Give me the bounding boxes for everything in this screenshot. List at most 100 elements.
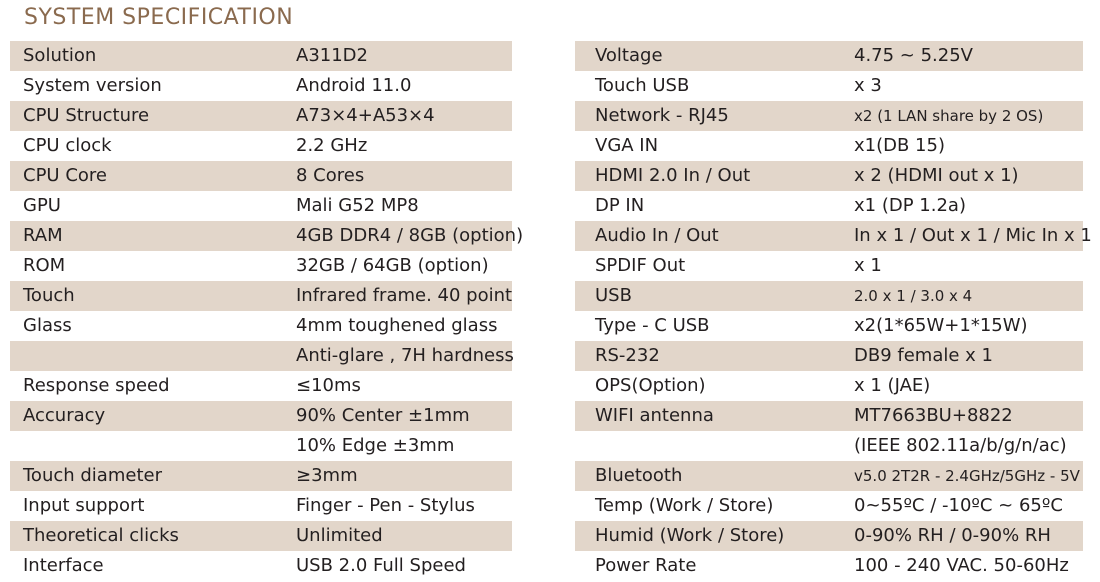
spec-row: Input support Finger - Pen - Stylus xyxy=(10,491,512,521)
spec-value: Finger - Pen - Stylus xyxy=(296,495,475,516)
spec-value: x 1 (JAE) xyxy=(854,375,931,396)
spec-value: A73×4+A53×4 xyxy=(296,105,435,126)
spec-label: RS-232 xyxy=(595,345,660,366)
spec-row: DP IN x1 (DP 1.2a) xyxy=(575,191,1083,221)
spec-label: Accuracy xyxy=(23,405,106,426)
spec-value: Infrared frame. 40 point xyxy=(296,285,513,306)
spec-row: WIFI antenna MT7663BU+8822 xyxy=(575,401,1083,431)
spec-label: Touch diameter xyxy=(23,465,162,486)
spec-value: Unlimited xyxy=(296,525,383,546)
spec-value: 0-90% RH / 0-90% RH xyxy=(854,525,1051,546)
spec-row: Power Rate 100 - 240 VAC. 50-60Hz xyxy=(575,551,1083,581)
spec-row: VGA IN x1(DB 15) xyxy=(575,131,1083,161)
spec-value: 32GB / 64GB (option) xyxy=(296,255,489,276)
spec-value: 10% Edge ±3mm xyxy=(296,435,455,456)
spec-label: CPU clock xyxy=(23,135,112,156)
spec-row: Glass 4mm toughened glass xyxy=(10,311,512,341)
spec-value: 100 - 240 VAC. 50-60Hz xyxy=(854,555,1069,576)
spec-row: Bluetooth v5.0 2T2R - 2.4GHz/5GHz - 5V xyxy=(575,461,1083,491)
spec-row: ROM 32GB / 64GB (option) xyxy=(10,251,512,281)
spec-row: 10% Edge ±3mm xyxy=(10,431,512,461)
spec-value: 2.2 GHz xyxy=(296,135,368,156)
spec-row: CPU Core 8 Cores xyxy=(10,161,512,191)
spec-value: x2(1*65W+1*15W) xyxy=(854,315,1028,336)
spec-row: RS-232 DB9 female x 1 xyxy=(575,341,1083,371)
spec-value: MT7663BU+8822 xyxy=(854,405,1013,426)
spec-label: System version xyxy=(23,75,162,96)
spec-value: x 3 xyxy=(854,75,882,96)
spec-value: 4GB DDR4 / 8GB (option) xyxy=(296,225,524,246)
spec-label: WIFI antenna xyxy=(595,405,714,426)
spec-row: RAM 4GB DDR4 / 8GB (option) xyxy=(10,221,523,251)
spec-value: x1 (DP 1.2a) xyxy=(854,195,966,216)
spec-value: A311D2 xyxy=(296,45,368,66)
spec-row: (IEEE 802.11a/b/g/n/ac) xyxy=(575,431,1083,461)
spec-row: Temp (Work / Store) 0~55ºC / -10ºC ~ 65ºC xyxy=(575,491,1083,521)
spec-label: DP IN xyxy=(595,195,645,216)
spec-label: Theoretical clicks xyxy=(23,525,179,546)
spec-value: x1(DB 15) xyxy=(854,135,945,156)
page-title: SYSTEM SPECIFICATION xyxy=(24,5,294,30)
spec-value: 0~55ºC / -10ºC ~ 65ºC xyxy=(854,495,1063,516)
spec-value: ≥3mm xyxy=(296,465,358,486)
spec-label: Bluetooth xyxy=(595,465,683,486)
spec-row: GPU Mali G52 MP8 xyxy=(10,191,512,221)
spec-value: x 2 (HDMI out x 1) xyxy=(854,165,1019,186)
spec-value: 90% Center ±1mm xyxy=(296,405,470,426)
spec-table-left: Solution A311D2 System version Android 11.… xyxy=(10,41,523,581)
spec-value: (IEEE 802.11a/b/g/n/ac) xyxy=(854,435,1067,456)
spec-value: 2.0 x 1 / 3.0 x 4 xyxy=(854,287,973,305)
spec-value: 4.75 ~ 5.25V xyxy=(854,45,973,66)
spec-label: Voltage xyxy=(595,45,663,66)
spec-label: OPS(Option) xyxy=(595,375,706,396)
spec-value: x 1 xyxy=(854,255,882,276)
spec-value: Android 11.0 xyxy=(296,75,412,96)
spec-table-right: Voltage 4.75 ~ 5.25V Touch USB x 3 Network… xyxy=(575,41,1092,581)
spec-label: Touch xyxy=(23,285,75,306)
spec-row: Anti-glare , 7H hardness xyxy=(10,341,514,371)
spec-row: Type - C USB x2(1*65W+1*15W) xyxy=(575,311,1083,341)
spec-row: Touch Infrared frame. 40 point xyxy=(10,281,512,311)
spec-label: Audio In / Out xyxy=(595,225,719,246)
spec-row: Response speed ≤10ms xyxy=(10,371,512,401)
spec-label: SPDIF Out xyxy=(595,255,686,276)
spec-label: CPU Structure xyxy=(23,105,150,126)
spec-label: Glass xyxy=(23,315,72,336)
spec-value: v5.0 2T2R - 2.4GHz/5GHz - 5V xyxy=(854,467,1080,485)
spec-row: Accuracy 90% Center ±1mm xyxy=(10,401,512,431)
spec-row: USB 2.0 x 1 / 3.0 x 4 xyxy=(575,281,1083,311)
spec-row: Solution A311D2 xyxy=(10,41,512,71)
spec-value: Mali G52 MP8 xyxy=(296,195,419,216)
spec-label: RAM xyxy=(23,225,63,246)
spec-row: Interface USB 2.0 Full Speed xyxy=(10,551,512,581)
spec-label: Response speed xyxy=(23,375,170,396)
spec-value: 4mm toughened glass xyxy=(296,315,498,336)
spec-row: Network - RJ45 x2 (1 LAN share by 2 OS) xyxy=(575,101,1083,131)
spec-row: Humid (Work / Store) 0-90% RH / 0-90% RH xyxy=(575,521,1083,551)
spec-label: CPU Core xyxy=(23,165,107,186)
spec-label: Temp (Work / Store) xyxy=(595,495,774,516)
spec-row: OPS(Option) x 1 (JAE) xyxy=(575,371,1083,401)
spec-label: HDMI 2.0 In / Out xyxy=(595,165,751,186)
spec-row: Audio In / Out In x 1 / Out x 1 / Mic In … xyxy=(575,221,1092,251)
spec-row: SPDIF Out x 1 xyxy=(575,251,1083,281)
spec-row: HDMI 2.0 In / Out x 2 (HDMI out x 1) xyxy=(575,161,1083,191)
spec-value: In x 1 / Out x 1 / Mic In x 1 xyxy=(854,225,1092,246)
spec-row: System version Android 11.0 xyxy=(10,71,512,101)
spec-label: Touch USB xyxy=(595,75,690,96)
spec-value: x2 (1 LAN share by 2 OS) xyxy=(854,107,1044,125)
spec-value: 8 Cores xyxy=(296,165,365,186)
spec-label: Humid (Work / Store) xyxy=(595,525,785,546)
spec-row: Voltage 4.75 ~ 5.25V xyxy=(575,41,1083,71)
spec-value: Anti-glare , 7H hardness xyxy=(296,345,514,366)
spec-row: Theoretical clicks Unlimited xyxy=(10,521,512,551)
spec-label: Power Rate xyxy=(595,555,697,576)
spec-label: VGA IN xyxy=(595,135,659,156)
spec-label: Solution xyxy=(23,45,97,66)
spec-row: Touch diameter ≥3mm xyxy=(10,461,512,491)
spec-label: Network - RJ45 xyxy=(595,105,729,126)
spec-row: CPU clock 2.2 GHz xyxy=(10,131,512,161)
spec-value: ≤10ms xyxy=(296,375,361,396)
spec-label: Type - C USB xyxy=(595,315,710,336)
spec-value: DB9 female x 1 xyxy=(854,345,993,366)
